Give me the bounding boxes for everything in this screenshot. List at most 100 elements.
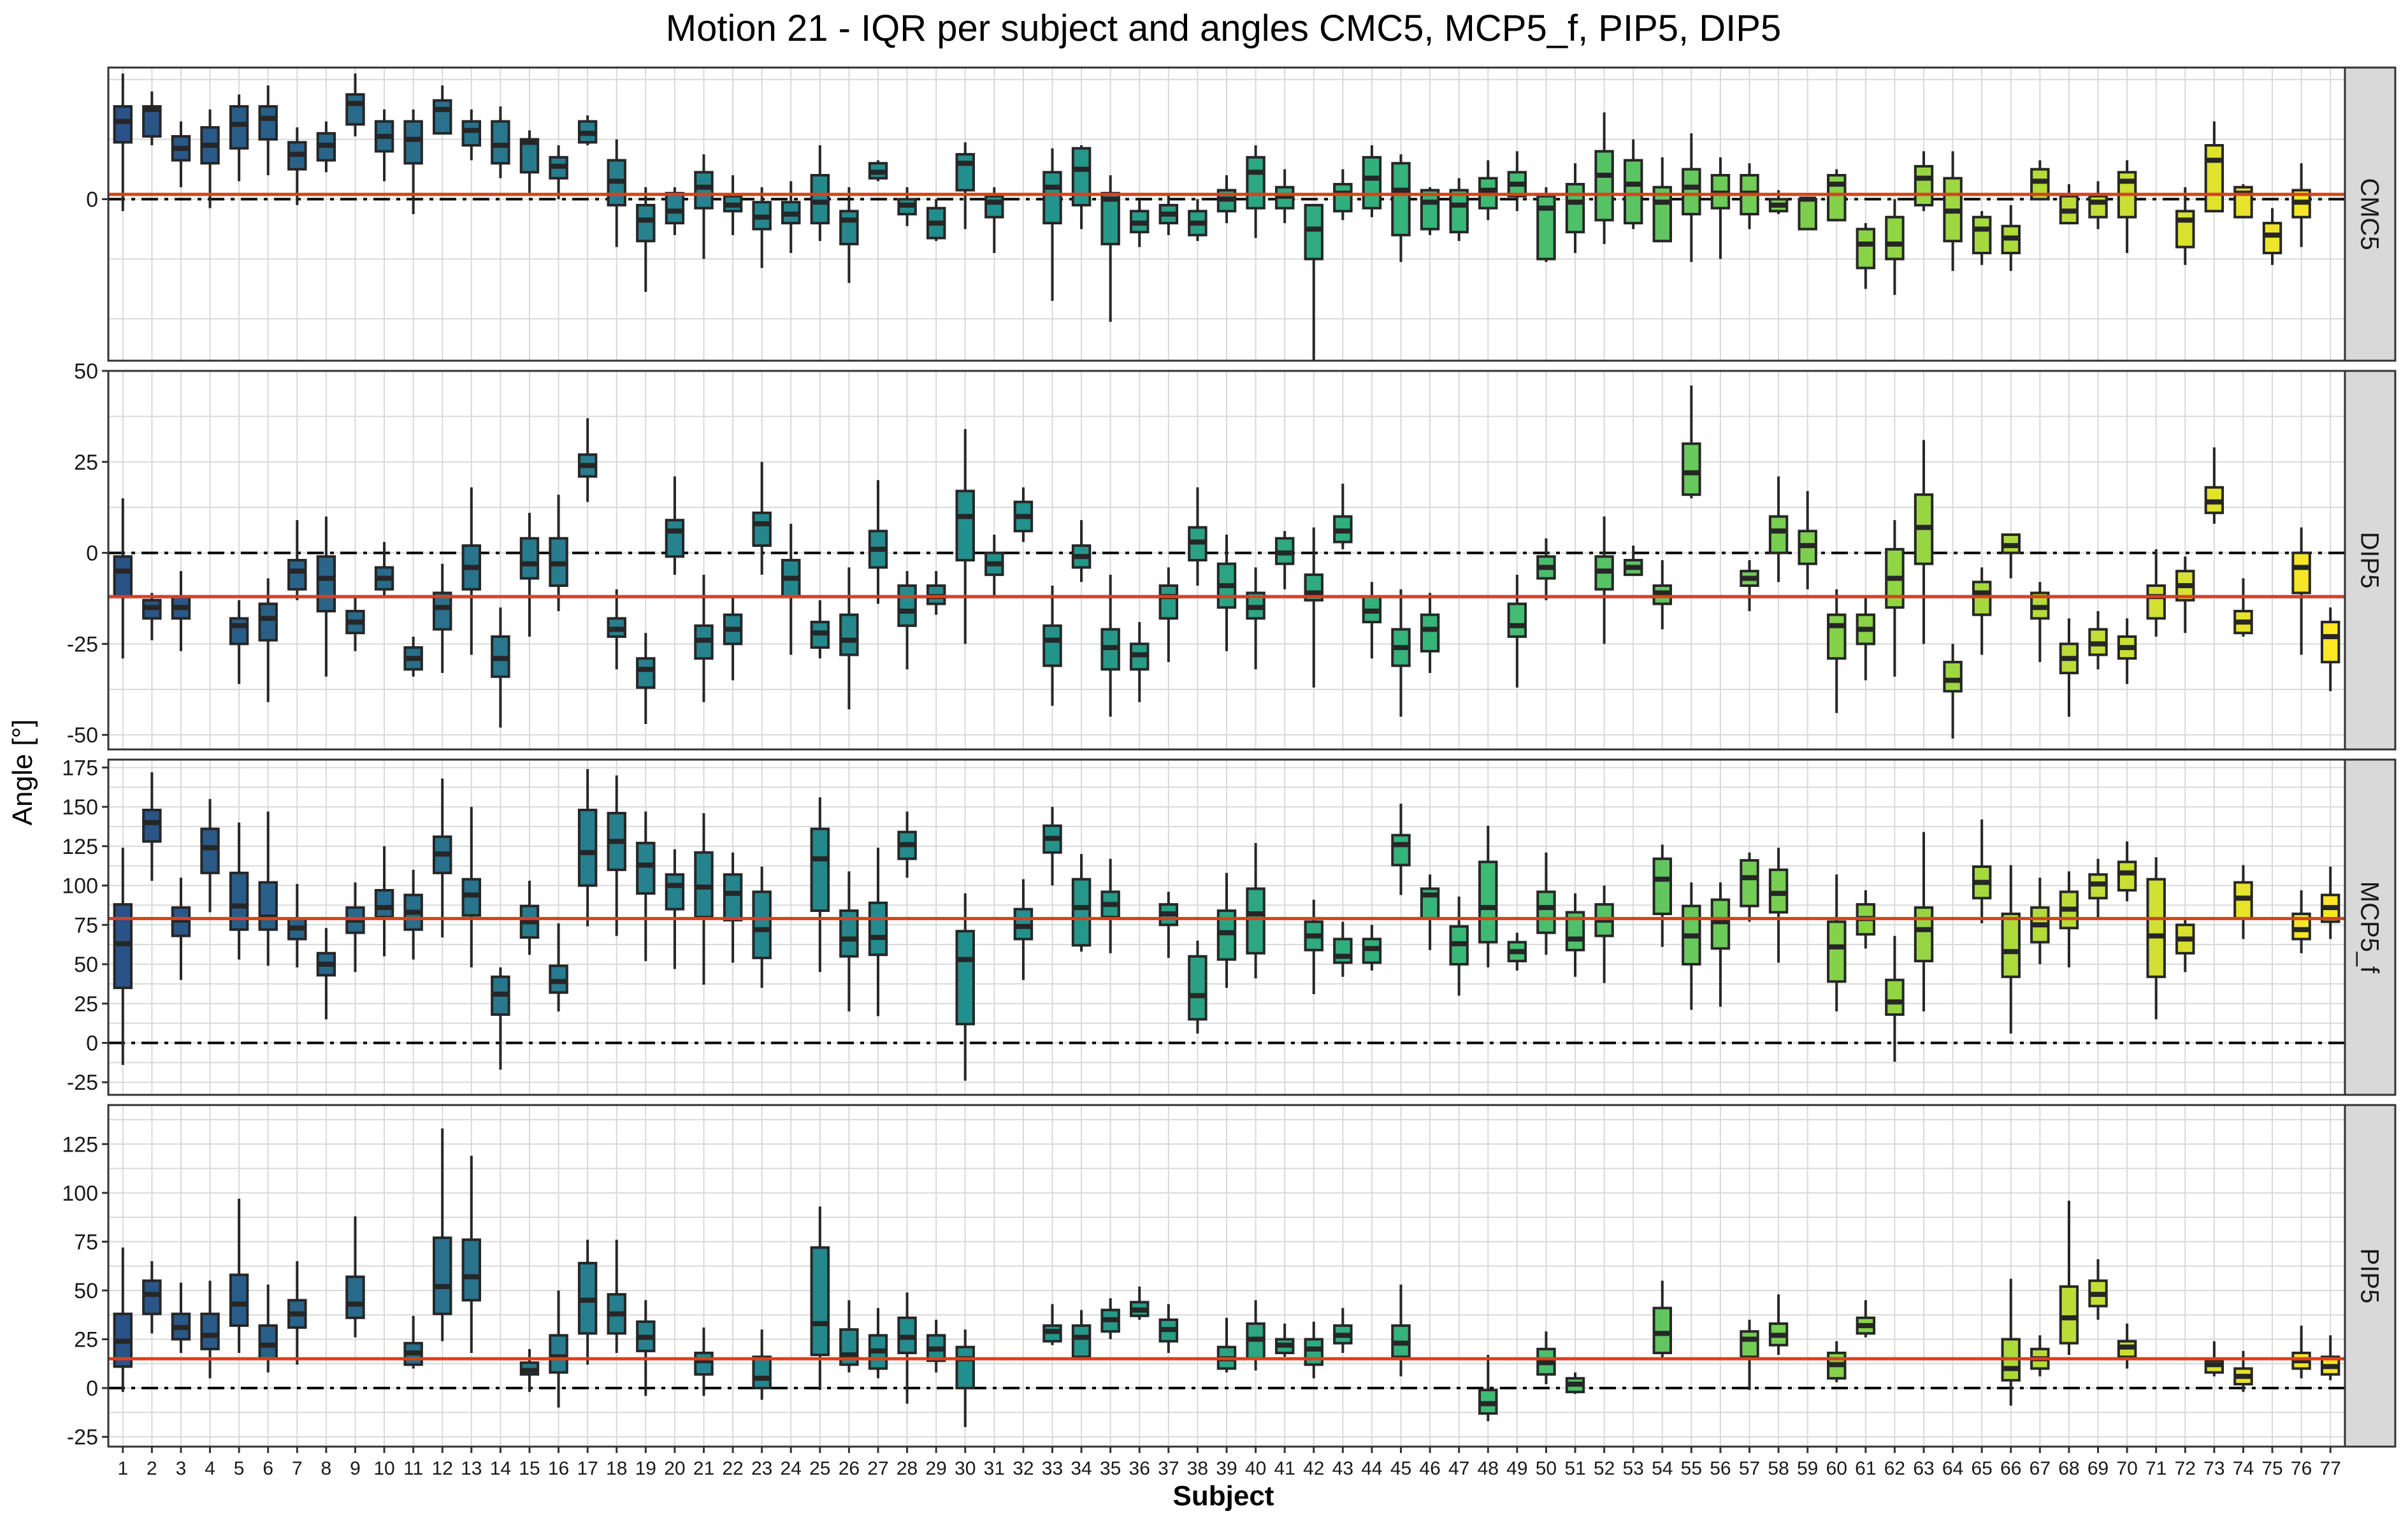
y-tick-label: -50 bbox=[67, 723, 98, 748]
x-tick-label: 10 bbox=[373, 1458, 394, 1479]
box-subject-7 bbox=[287, 1261, 307, 1365]
iqr-box bbox=[2088, 194, 2108, 219]
box-subject-16 bbox=[549, 145, 568, 199]
x-tick-label: 9 bbox=[350, 1458, 361, 1479]
box-subject-62 bbox=[1885, 936, 1905, 1062]
box-subject-33 bbox=[1042, 807, 1062, 886]
iqr-box bbox=[2146, 878, 2166, 978]
box-subject-40 bbox=[1246, 842, 1265, 979]
box-subject-37 bbox=[1158, 193, 1179, 235]
iqr-box bbox=[287, 559, 307, 591]
box-subject-39 bbox=[1216, 535, 1237, 651]
facet-cmc5: CMC5 0 bbox=[86, 66, 2397, 362]
x-tick-label: 4 bbox=[205, 1458, 215, 1479]
x-tick-label: 16 bbox=[548, 1458, 569, 1479]
iqr-box bbox=[1391, 162, 1411, 236]
box-subject-28 bbox=[897, 571, 917, 670]
box-subject-30 bbox=[955, 429, 975, 644]
box-subject-31 bbox=[984, 187, 1004, 254]
box-subject-4 bbox=[200, 109, 220, 208]
box-subject-69 bbox=[2088, 181, 2108, 229]
iqr-box bbox=[2204, 144, 2224, 213]
box-subject-58 bbox=[1768, 848, 1789, 963]
box-subject-20 bbox=[665, 849, 685, 969]
box-subject-72 bbox=[2175, 187, 2195, 265]
box-subject-41 bbox=[1274, 531, 1295, 589]
x-tick-label: 18 bbox=[606, 1458, 627, 1479]
x-tick-label: 68 bbox=[2058, 1458, 2079, 1479]
box-subject-34 bbox=[1071, 1310, 1092, 1359]
y-tick-label: 0 bbox=[86, 542, 98, 566]
box-subject-43 bbox=[1333, 484, 1353, 549]
box-subject-2 bbox=[142, 1261, 162, 1334]
iqr-box bbox=[2262, 222, 2282, 255]
box-subject-45 bbox=[1391, 154, 1411, 263]
x-tick-label: 67 bbox=[2029, 1458, 2051, 1479]
box-subject-5 bbox=[229, 1199, 249, 1353]
iqr-box bbox=[258, 881, 278, 931]
iqr-box bbox=[345, 1275, 365, 1319]
box-subject-44 bbox=[1362, 145, 1382, 217]
x-tick-label: 47 bbox=[1448, 1458, 1469, 1479]
y-tick-label: 125 bbox=[62, 1132, 98, 1157]
box-subject-18 bbox=[607, 139, 626, 247]
box-subject-45 bbox=[1391, 589, 1411, 717]
iqr-box bbox=[1798, 198, 1817, 231]
box-subject-67 bbox=[2030, 878, 2050, 965]
box-subject-36 bbox=[1130, 1286, 1150, 1320]
box-subject-69 bbox=[2088, 1259, 2108, 1320]
iqr-box bbox=[2117, 860, 2137, 892]
iqr-box bbox=[1682, 168, 1701, 215]
box-subject-12 bbox=[433, 563, 452, 674]
x-tick-label: 63 bbox=[1913, 1458, 1934, 1479]
box-subject-49 bbox=[1507, 932, 1527, 971]
iqr-box bbox=[345, 93, 365, 126]
box-subject-11 bbox=[403, 109, 423, 214]
iqr-box bbox=[1652, 185, 1672, 243]
box-subject-66 bbox=[2001, 865, 2021, 1034]
x-tick-label: 70 bbox=[2116, 1458, 2137, 1479]
box-subject-41 bbox=[1274, 169, 1295, 224]
box-subject-2 bbox=[142, 593, 162, 640]
box-subject-57 bbox=[1740, 1319, 1759, 1391]
x-tick-label: 30 bbox=[955, 1458, 976, 1479]
box-subject-5 bbox=[229, 822, 249, 960]
box-subject-7 bbox=[287, 127, 307, 205]
iqr-box bbox=[200, 827, 220, 874]
iqr-box bbox=[2175, 210, 2195, 249]
box-subject-9 bbox=[345, 73, 365, 136]
iqr-box bbox=[1420, 189, 1440, 231]
box-subject-60 bbox=[1827, 589, 1847, 713]
box-subject-33 bbox=[1042, 1304, 1062, 1345]
box-subject-22 bbox=[723, 175, 743, 235]
iqr-box bbox=[142, 809, 162, 843]
y-tick-label: -25 bbox=[67, 632, 98, 656]
box-subject-76 bbox=[2291, 527, 2311, 655]
box-subject-26 bbox=[839, 187, 859, 283]
x-tick-label: 43 bbox=[1332, 1458, 1353, 1479]
x-tick-label: 61 bbox=[1855, 1458, 1876, 1479]
box-subject-59 bbox=[1798, 196, 1817, 231]
box-subject-61 bbox=[1856, 223, 1876, 289]
iqr-box bbox=[229, 617, 249, 646]
y-tick-label: 125 bbox=[62, 835, 98, 859]
x-tick-label: 77 bbox=[2320, 1458, 2341, 1479]
box-subject-19 bbox=[636, 633, 656, 725]
iqr-box bbox=[258, 1324, 278, 1361]
facet-dip5: DIP5 -50 -25 0 25 50 bbox=[67, 359, 2397, 751]
iqr-box bbox=[1449, 189, 1469, 234]
box-subject-43 bbox=[1333, 1308, 1353, 1353]
iqr-box bbox=[1042, 171, 1062, 225]
y-tick-label: 25 bbox=[74, 1328, 98, 1352]
iqr-box bbox=[433, 591, 452, 631]
box-subject-12 bbox=[433, 1128, 452, 1341]
box-subject-7 bbox=[287, 884, 307, 967]
x-tick-label: 49 bbox=[1506, 1458, 1527, 1479]
box-subject-46 bbox=[1420, 187, 1440, 235]
box-subject-72 bbox=[2175, 916, 2195, 972]
iqr-box bbox=[723, 873, 743, 922]
iqr-box bbox=[1768, 515, 1789, 554]
iqr-box bbox=[258, 602, 278, 642]
x-tick-label: 69 bbox=[2087, 1458, 2109, 1479]
